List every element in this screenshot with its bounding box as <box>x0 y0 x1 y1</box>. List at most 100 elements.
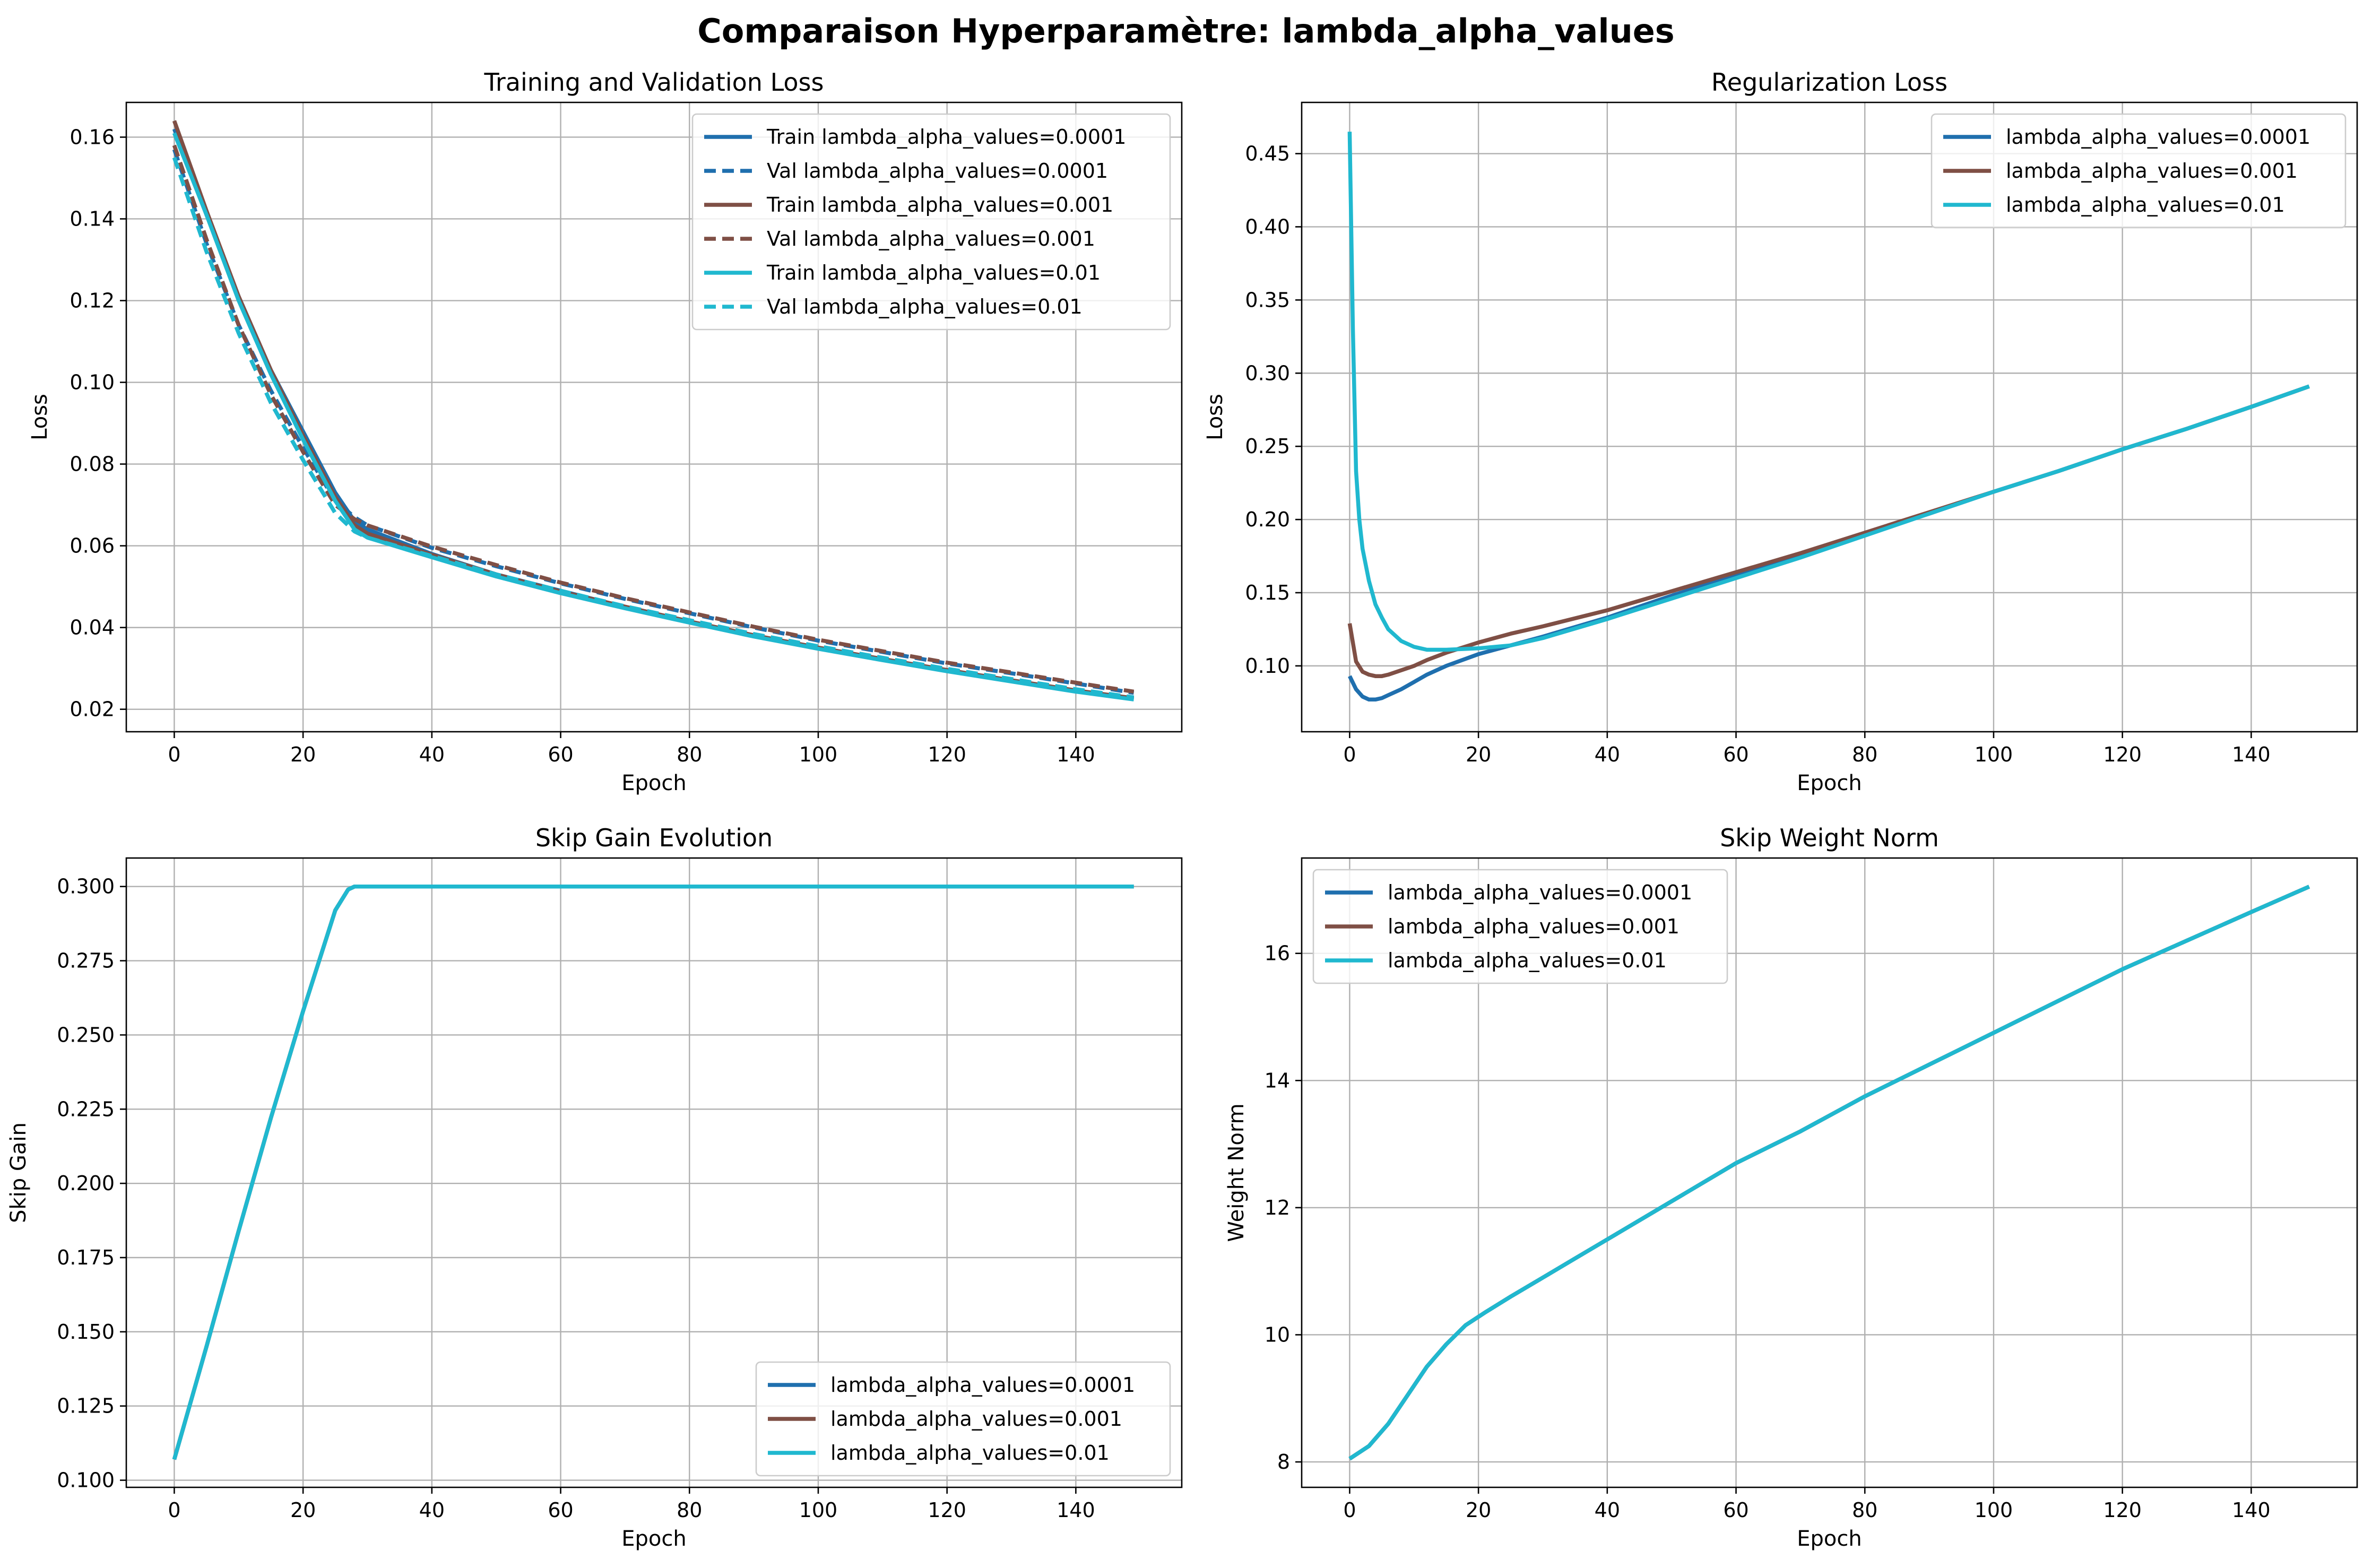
y-tick-label: 0.12 <box>70 289 115 313</box>
legend-label: lambda_alpha_values=0.001 <box>2006 159 2298 183</box>
x-tick-label: 0 <box>168 743 180 766</box>
x-tick-label: 140 <box>1057 1498 1095 1522</box>
x-tick-label: 40 <box>419 1498 445 1522</box>
x-tick-label: 0 <box>1343 1498 1356 1522</box>
x-tick-label: 140 <box>1057 743 1095 766</box>
x-tick-label: 100 <box>1975 743 2013 766</box>
axes-frame <box>1301 857 2358 1488</box>
legend-label: Val lambda_alpha_values=0.01 <box>767 295 1083 318</box>
legend-label: Train lambda_alpha_values=0.001 <box>766 193 1113 216</box>
x-tick-label: 20 <box>1466 1498 1491 1522</box>
panel-title: Training and Validation Loss <box>484 68 824 97</box>
x-tick-label: 40 <box>419 743 445 766</box>
x-axis-label: Epoch <box>1797 1527 1862 1551</box>
x-tick-label: 60 <box>548 743 573 766</box>
y-tick-label: 0.08 <box>70 453 115 476</box>
series-line-5 <box>172 157 1135 700</box>
x-tick-label: 140 <box>2232 1498 2271 1522</box>
x-tick-label: 80 <box>1852 743 1877 766</box>
legend-label: lambda_alpha_values=0.001 <box>1388 915 1680 938</box>
y-tick-label: 8 <box>1277 1450 1290 1474</box>
legend-label: lambda_alpha_values=0.01 <box>1388 949 1667 972</box>
y-tick-label: 0.45 <box>1245 142 1290 166</box>
x-tick-label: 60 <box>1723 743 1748 766</box>
axes-frame <box>125 101 1183 733</box>
series-line-2 <box>1348 885 2310 1461</box>
legend-label: lambda_alpha_values=0.0001 <box>1388 881 1692 904</box>
panel-title: Skip Weight Norm <box>1720 824 1939 852</box>
legend-label: Train lambda_alpha_values=0.0001 <box>766 125 1126 149</box>
legend-box <box>755 1361 1171 1477</box>
legend-label: Train lambda_alpha_values=0.01 <box>766 261 1101 284</box>
y-tick-label: 0.150 <box>57 1320 115 1344</box>
y-tick-label: 0.35 <box>1245 288 1290 311</box>
y-axis-label: Weight Norm <box>1224 1103 1249 1242</box>
figure-suptitle: Comparaison Hyperparamètre: lambda_alpha… <box>697 12 1674 50</box>
y-tick-label: 14 <box>1265 1069 1290 1092</box>
y-axis-label: Loss <box>28 394 52 440</box>
legend-label: lambda_alpha_values=0.0001 <box>2006 125 2310 149</box>
y-tick-label: 12 <box>1265 1196 1290 1219</box>
x-tick-label: 20 <box>290 1498 316 1522</box>
y-tick-label: 0.02 <box>70 698 115 721</box>
y-tick-label: 0.275 <box>57 949 115 973</box>
y-tick-label: 0.15 <box>1245 581 1290 604</box>
y-tick-label: 0.16 <box>70 125 115 149</box>
x-tick-label: 60 <box>548 1498 573 1522</box>
y-tick-label: 0.100 <box>57 1469 115 1492</box>
legend-label: Val lambda_alpha_values=0.0001 <box>767 159 1108 183</box>
x-tick-label: 120 <box>928 1498 966 1522</box>
y-tick-label: 0.04 <box>70 616 115 639</box>
x-tick-label: 100 <box>799 743 838 766</box>
x-tick-label: 0 <box>168 1498 180 1522</box>
x-tick-label: 40 <box>1595 1498 1620 1522</box>
legend-label: lambda_alpha_values=0.0001 <box>830 1373 1135 1397</box>
legend: lambda_alpha_values=0.0001 lambda_alpha_v… <box>755 1361 1171 1477</box>
x-tick-label: 80 <box>1852 1498 1877 1522</box>
legend-box <box>1312 869 1728 984</box>
x-tick-label: 20 <box>1466 743 1491 766</box>
x-tick-label: 120 <box>2103 1498 2142 1522</box>
x-tick-label: 60 <box>1723 1498 1748 1522</box>
y-tick-label: 0.30 <box>1245 361 1290 385</box>
panel-title: Regularization Loss <box>1711 68 1947 97</box>
panel-skip-weight-norm: 0 20 40 60 80 100 120 140 8 10 12 14 16 Skip Weight N… <box>1224 824 2358 1551</box>
axes-frame <box>125 857 1183 1488</box>
x-axis-label: Epoch <box>1797 771 1862 795</box>
y-tick-label: 0.40 <box>1245 215 1290 238</box>
x-tick-label: 100 <box>799 1498 838 1522</box>
y-tick-label: 0.225 <box>57 1097 115 1121</box>
x-tick-label: 20 <box>290 743 316 766</box>
legend-label: Val lambda_alpha_values=0.001 <box>767 227 1095 250</box>
legend-box <box>691 113 1171 331</box>
panel-regularization-loss: 0 20 40 60 80 100 120 140 0.10 0.15 0.20 0.25 0.30 0.… <box>1203 68 2358 795</box>
series-line-2 <box>1347 132 2310 652</box>
y-tick-label: 10 <box>1265 1323 1290 1346</box>
y-tick-label: 0.06 <box>70 534 115 558</box>
y-tick-label: 0.125 <box>57 1394 115 1418</box>
series-line-2 <box>172 884 1134 1460</box>
y-tick-label: 0.200 <box>57 1172 115 1195</box>
y-tick-label: 0.25 <box>1245 435 1290 458</box>
legend: lambda_alpha_values=0.0001 lambda_alpha_v… <box>1931 113 2347 229</box>
x-tick-label: 140 <box>2232 743 2271 766</box>
x-tick-label: 80 <box>677 743 702 766</box>
series-line-4 <box>172 132 1135 701</box>
x-tick-label: 120 <box>928 743 966 766</box>
x-axis-label: Epoch <box>621 1527 686 1551</box>
y-tick-label: 0.250 <box>57 1023 115 1046</box>
y-tick-label: 0.300 <box>57 875 115 898</box>
y-tick-label: 0.10 <box>70 371 115 394</box>
x-tick-label: 100 <box>1975 1498 2013 1522</box>
legend-box <box>1931 113 2347 229</box>
y-axis-label: Loss <box>1203 394 1227 440</box>
x-tick-label: 40 <box>1595 743 1620 766</box>
y-tick-label: 16 <box>1265 942 1290 965</box>
x-axis-label: Epoch <box>621 771 686 795</box>
panel-skip-gain-evolution: 0 20 40 60 80 100 120 140 0.100 0.125 0.150 0.175 0.… <box>6 824 1183 1551</box>
series-line-3 <box>172 144 1135 694</box>
y-axis-label: Skip Gain <box>6 1122 31 1223</box>
y-tick-label: 0.20 <box>1245 508 1290 531</box>
y-tick-label: 0.10 <box>1245 654 1290 678</box>
